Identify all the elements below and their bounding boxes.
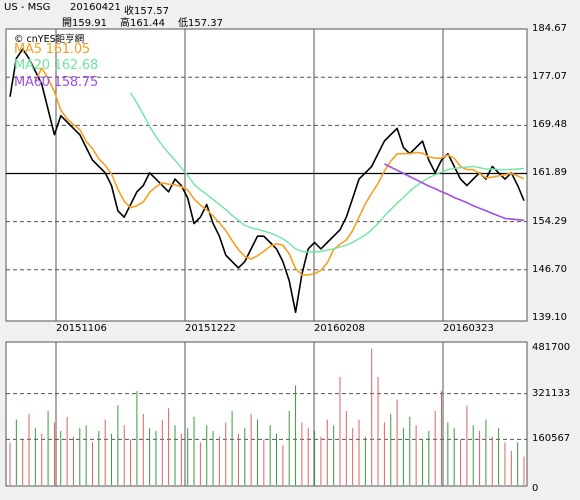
date-axis-tick: 20160208 — [314, 323, 365, 334]
volume-panel — [5, 341, 528, 487]
price-axis-tick: 146.70 — [532, 263, 567, 275]
date-axis-tick: 20151106 — [56, 323, 107, 334]
close-label: 收157.57 — [124, 6, 169, 17]
series-ma20-line — [130, 92, 525, 253]
price-axis-tick: 177.07 — [532, 71, 567, 83]
brand-label: © cnYES鉅亨網 — [14, 34, 85, 45]
series-ma5-line — [34, 67, 525, 276]
date-axis-tick: 20160323 — [443, 323, 494, 334]
price-axis-tick: 169.48 — [532, 119, 567, 131]
legend-ma60: MA60 158.75 — [14, 75, 99, 90]
legend-ma5: MA5 161.05 — [14, 42, 91, 57]
price-axis-tick: 139.10 — [532, 312, 567, 323]
high-label: 高161.44 — [120, 18, 165, 29]
date-axis-tick: 20151222 — [185, 323, 236, 334]
volume-axis-tick: 160567 — [532, 433, 571, 445]
volume-axis-tick: 321133 — [532, 387, 571, 399]
price-axis-tick: 161.89 — [532, 167, 567, 179]
series-price-line — [9, 48, 525, 314]
price-axis-tick: 184.67 — [532, 23, 567, 34]
open-label: 開159.91 — [62, 18, 107, 29]
legend-ma20: MA20 162.68 — [14, 58, 99, 73]
series-ma60-line — [384, 163, 525, 222]
price-axis-tick: 154.29 — [532, 215, 567, 227]
volume-axis-tick: 481700 — [532, 342, 571, 353]
low-label: 低157.37 — [178, 18, 223, 29]
date-label: 20160421 — [70, 2, 121, 13]
symbol-label: US - MSG — [4, 2, 51, 13]
volume-axis-tick: 0 — [532, 483, 539, 494]
